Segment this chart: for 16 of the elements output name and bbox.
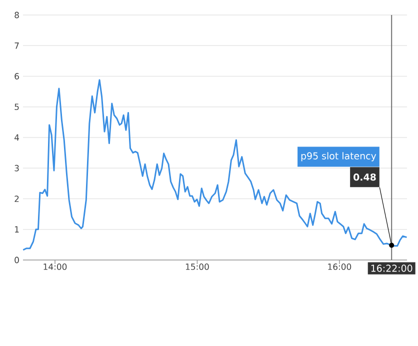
x-tick-label: 15:00 — [186, 264, 209, 270]
y-tick-label: 3 — [14, 164, 19, 172]
y-tick-label: 0 — [14, 256, 19, 264]
y-tick-label: 5 — [14, 104, 19, 110]
x-tick-label: 16:00 — [328, 264, 352, 270]
y-tick-label: 6 — [14, 73, 19, 80]
annotation: 0.48 — [354, 174, 376, 181]
text: p95 slot latency — [301, 152, 376, 162]
y-tick-label: 8 — [14, 12, 19, 18]
y-tick-label: 2 — [14, 196, 19, 202]
y-tick-label: 7 — [14, 42, 19, 49]
y-tick-label: 1 — [15, 226, 19, 232]
line-series — [22, 79, 408, 251]
x-tick-label: 14:00 — [44, 264, 67, 270]
ref-line-label: 16:22:00 — [371, 264, 412, 272]
y-tick-label: 4 — [14, 134, 19, 141]
